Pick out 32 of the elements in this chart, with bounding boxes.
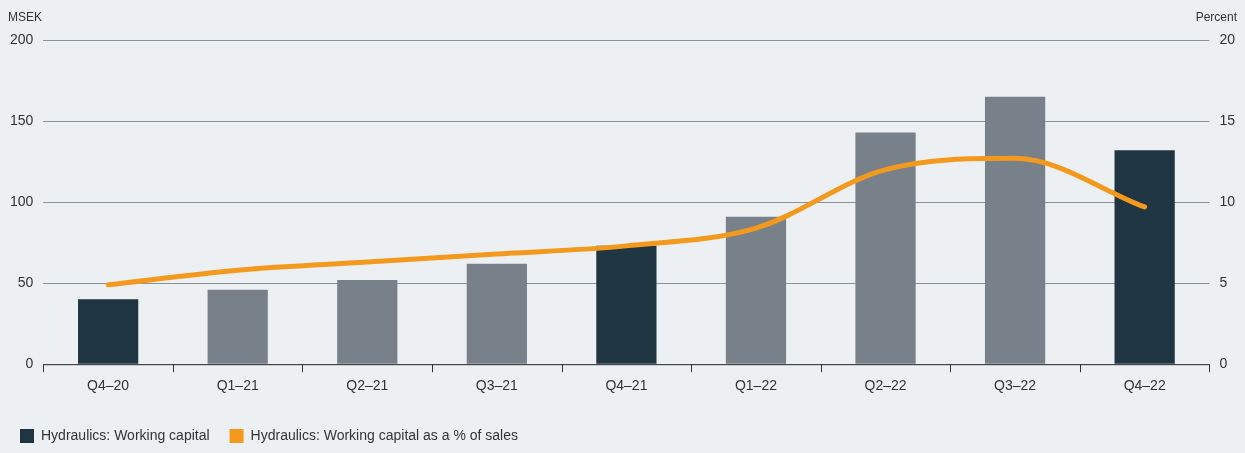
y-tick-label: 200 [10,30,34,47]
bar [78,299,139,364]
y2-axis-title: Percent [1195,10,1238,25]
bar [337,279,398,364]
bar [466,263,527,364]
bar [855,132,916,364]
bar [596,245,657,364]
x-tick-label: Q3–21 [475,377,519,394]
y2-tick-label: 5 [1219,274,1228,291]
x-tick-label: Q1–22 [734,377,778,394]
y-tick-label: 100 [10,192,34,209]
legend-label: Hydraulics: Working capital [41,426,210,443]
x-tick-label: Q2–21 [346,377,389,394]
y2-tick-label: 20 [1219,30,1236,47]
bar [725,216,787,364]
bar [984,96,1046,364]
y-axis-title: MSEK [8,10,43,25]
bar [1114,150,1175,364]
bar [207,289,268,364]
y2-tick-label: 15 [1219,111,1236,128]
x-tick-label: Q3–22 [994,377,1037,394]
y-tick-label: 150 [10,111,34,128]
x-tick-label: Q4–21 [605,377,648,394]
y-tick-label: 0 [25,355,34,372]
x-tick-label: Q1–21 [216,377,259,394]
x-tick-label: Q4–22 [1123,377,1166,394]
x-tick-label: Q4–20 [87,377,130,394]
y-tick-label: 50 [17,274,34,291]
x-tick-label: Q2–22 [864,377,907,394]
y2-tick-label: 10 [1219,192,1236,209]
y2-tick-label: 0 [1219,355,1228,372]
legend-label: Hydraulics: Working capital as a % of sales [250,426,518,443]
